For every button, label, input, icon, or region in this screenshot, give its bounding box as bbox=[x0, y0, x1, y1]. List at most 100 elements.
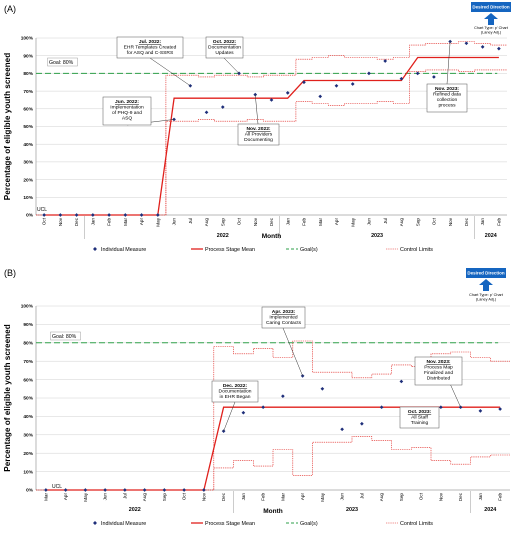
annotation-leader bbox=[149, 57, 191, 86]
annotation-box bbox=[261, 306, 306, 329]
annotation-line: Implementation bbox=[110, 105, 144, 111]
individual-measure-point bbox=[379, 405, 384, 410]
individual-measure-point bbox=[367, 71, 371, 76]
annotation-line: Process Map bbox=[424, 365, 453, 371]
y-axis-label: Percentage of eligible youth screened bbox=[3, 324, 12, 471]
annotation-title: Oct. 2022: bbox=[213, 39, 237, 45]
x-tick-label: Mar bbox=[280, 493, 285, 501]
x-tick-label: Jan bbox=[285, 218, 290, 226]
x-tick-label: Oct bbox=[42, 217, 47, 225]
individual-measure-point bbox=[42, 213, 46, 217]
y-tick-label: 70% bbox=[23, 359, 33, 365]
x-tick-label: Jul bbox=[122, 493, 127, 499]
chart-type-note: Chart Type: p' Chart bbox=[474, 26, 509, 30]
annotation-title: Nov. 2022: bbox=[246, 126, 270, 132]
individual-measure-point bbox=[350, 82, 355, 86]
annotation-box bbox=[237, 123, 280, 146]
annotation-line: Implemented bbox=[269, 315, 298, 321]
desired-direction: Desired Direction Chart Type: p' Chart(La… bbox=[466, 268, 506, 302]
x-tick-label: Nov bbox=[438, 492, 443, 501]
individual-measure-point bbox=[302, 80, 306, 85]
x-tick-label: Aug bbox=[142, 493, 147, 502]
chart-panel-a: (A) 0% 10% 20% 30% 40% 50% 60% 70% 80% 90% 100% Perc… bbox=[3, 2, 511, 253]
annotation-line: All Staff bbox=[411, 415, 428, 421]
legend-individual-marker bbox=[93, 247, 97, 251]
legend-mean-label: Process Stage Mean bbox=[205, 247, 255, 253]
x-tick-label: Feb bbox=[261, 493, 266, 501]
individual-measure-point bbox=[497, 46, 501, 51]
x-tick-label: Sep bbox=[220, 218, 225, 227]
y-tick-label: 20% bbox=[23, 177, 33, 183]
individual-measure-point bbox=[285, 91, 290, 95]
x-tick-label: Nov bbox=[448, 217, 453, 226]
legend: Individual Measure Process Stage Mean Goal… bbox=[93, 247, 433, 253]
annotation-line: Updates bbox=[215, 50, 234, 56]
legend-limits-label: Control Limits bbox=[400, 521, 433, 527]
individual-measure-point bbox=[281, 394, 285, 398]
y-tick-label: 30% bbox=[23, 433, 33, 439]
x-tick-label: Sep bbox=[415, 218, 420, 227]
legend-individual-label: Individual Measure bbox=[101, 247, 146, 253]
chart-type-note: (Laney Adj.) bbox=[476, 298, 497, 302]
year-label: 2022 bbox=[129, 507, 141, 513]
year-label: 2023 bbox=[371, 233, 383, 239]
individual-measure-point bbox=[320, 386, 325, 391]
annotation-line: of PHQ-9 and bbox=[112, 110, 142, 116]
x-tick-label: May bbox=[155, 217, 160, 226]
annotation-line: Caring Contacts bbox=[266, 320, 302, 326]
ucl-label: UCL bbox=[52, 484, 62, 490]
y-tick-label: 50% bbox=[23, 396, 33, 402]
x-tick-label: Aug bbox=[399, 218, 404, 227]
x-tick-label: Nov bbox=[201, 492, 206, 501]
y-tick-label: 50% bbox=[23, 124, 33, 130]
annotation-line: EHR Templates Created bbox=[124, 45, 177, 51]
x-tick-label: Dec bbox=[74, 217, 79, 226]
goal-label: Goal: 80% bbox=[49, 60, 74, 66]
y-tick-label: 20% bbox=[23, 451, 33, 457]
goal-label-box bbox=[50, 331, 81, 341]
x-tick-label: Dec bbox=[458, 492, 463, 501]
legend: Individual Measure Process Stage Mean Goal… bbox=[93, 521, 433, 527]
annotation-line: ASQ bbox=[122, 116, 133, 122]
upper-control-limit bbox=[36, 340, 510, 491]
legend-individual-marker bbox=[93, 521, 97, 525]
annotation-leader bbox=[282, 327, 303, 377]
x-tick-label: Oct bbox=[237, 217, 242, 225]
x-tick-label: Jun bbox=[103, 493, 108, 501]
x-tick-label: Feb bbox=[498, 493, 503, 501]
annotation-leader bbox=[446, 41, 451, 85]
individual-measure-point bbox=[188, 83, 193, 88]
x-axis-label: Month bbox=[262, 233, 282, 240]
x-tick-label: Jul bbox=[359, 493, 364, 499]
individual-measure-point bbox=[91, 213, 95, 217]
annotation-line: Documenting bbox=[244, 137, 273, 143]
desired-direction-label: Desired Direction bbox=[472, 5, 510, 10]
y-tick-label: 30% bbox=[23, 160, 33, 166]
x-tick-label: Dec bbox=[269, 217, 274, 226]
chart-type-note: (Laney Adj.) bbox=[481, 31, 502, 35]
legend-limits-label: Control Limits bbox=[400, 247, 433, 253]
y-tick-label: 90% bbox=[23, 322, 33, 328]
goal-label: Goal: 80% bbox=[52, 334, 77, 340]
individual-measure-point bbox=[360, 421, 364, 426]
y-tick-label: 100% bbox=[21, 304, 34, 310]
x-tick-label: Oct bbox=[182, 492, 187, 500]
x-tick-label: Apr bbox=[300, 493, 305, 501]
individual-measure-point bbox=[334, 83, 339, 88]
annotation-title: Jun. 2022: bbox=[115, 99, 139, 105]
panel-label: (A) bbox=[4, 4, 16, 14]
year-label: 2024 bbox=[484, 507, 496, 513]
x-tick-label: Jun bbox=[367, 218, 372, 226]
x-tick-label: Sep bbox=[399, 493, 404, 502]
individual-measure-point bbox=[155, 213, 160, 217]
annotation-line: Training bbox=[411, 420, 429, 426]
x-tick-label: Jan bbox=[480, 218, 485, 226]
annotation-line: Documentation bbox=[219, 389, 252, 395]
